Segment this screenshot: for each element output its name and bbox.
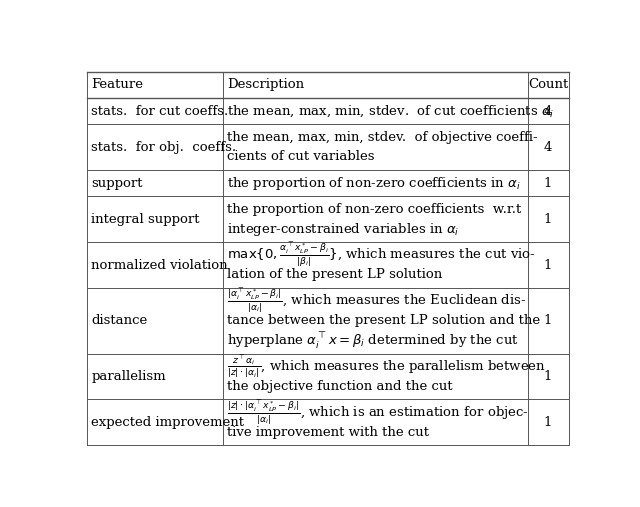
Text: 1: 1 xyxy=(544,213,552,226)
Text: distance: distance xyxy=(92,314,148,328)
Text: expected improvement: expected improvement xyxy=(92,416,244,429)
Text: 1: 1 xyxy=(544,416,552,429)
Text: cients of cut variables: cients of cut variables xyxy=(227,151,374,163)
Text: Description: Description xyxy=(227,79,304,91)
Text: stats.  for obj.  coeffs.: stats. for obj. coeffs. xyxy=(92,140,237,154)
Text: $\frac{|\alpha_i^{\top} x^*_{LP}-\beta_i|}{|\alpha_i|}$, which measures the Eucl: $\frac{|\alpha_i^{\top} x^*_{LP}-\beta_i… xyxy=(227,287,527,315)
Text: support: support xyxy=(92,177,143,190)
Text: normalized violation: normalized violation xyxy=(92,259,228,272)
Text: the mean, max, min, stdev.  of objective coeffi-: the mean, max, min, stdev. of objective … xyxy=(227,131,538,144)
Text: the proportion of non-zero coefficients in $\alpha_i$: the proportion of non-zero coefficients … xyxy=(227,175,521,192)
Text: hyperplane $\alpha_i^{\top} x = \beta_i$ determined by the cut: hyperplane $\alpha_i^{\top} x = \beta_i$… xyxy=(227,330,519,351)
Text: parallelism: parallelism xyxy=(92,370,166,383)
Text: $\frac{|z|\cdot|\alpha_i^{\top} x^*_{LP}-\beta_i|}{|\alpha_i|}$, which is an est: $\frac{|z|\cdot|\alpha_i^{\top} x^*_{LP}… xyxy=(227,399,529,427)
Text: tance between the present LP solution and the: tance between the present LP solution an… xyxy=(227,314,540,328)
Text: 1: 1 xyxy=(544,370,552,383)
Text: stats.  for cut coeffs.: stats. for cut coeffs. xyxy=(92,104,228,118)
Text: integer-constrained variables in $\alpha_i$: integer-constrained variables in $\alpha… xyxy=(227,221,460,238)
Text: Feature: Feature xyxy=(92,79,143,91)
Text: the objective function and the cut: the objective function and the cut xyxy=(227,380,452,393)
Text: 1: 1 xyxy=(544,314,552,328)
Text: 1: 1 xyxy=(544,177,552,190)
Text: lation of the present LP solution: lation of the present LP solution xyxy=(227,269,442,281)
Text: $\max\{0, \frac{\alpha_i^{\top} x^*_{LP}-\beta_i}{|\beta_i|}\}$, which measures : $\max\{0, \frac{\alpha_i^{\top} x^*_{LP}… xyxy=(227,241,536,270)
Text: tive improvement with the cut: tive improvement with the cut xyxy=(227,426,429,439)
Text: the proportion of non-zero coefficients  w.r.t: the proportion of non-zero coefficients … xyxy=(227,203,522,216)
Text: Count: Count xyxy=(528,79,568,91)
Text: 1: 1 xyxy=(544,259,552,272)
Text: integral support: integral support xyxy=(92,213,200,226)
Text: the mean, max, min, stdev.  of cut coefficients $\alpha_i$: the mean, max, min, stdev. of cut coeffi… xyxy=(227,103,554,119)
Text: $\frac{z^{\top} \alpha_i}{|z|\cdot|\alpha_i|}$, which measures the parallelism b: $\frac{z^{\top} \alpha_i}{|z|\cdot|\alph… xyxy=(227,353,546,380)
Text: 4: 4 xyxy=(544,104,552,118)
Text: 4: 4 xyxy=(544,140,552,154)
